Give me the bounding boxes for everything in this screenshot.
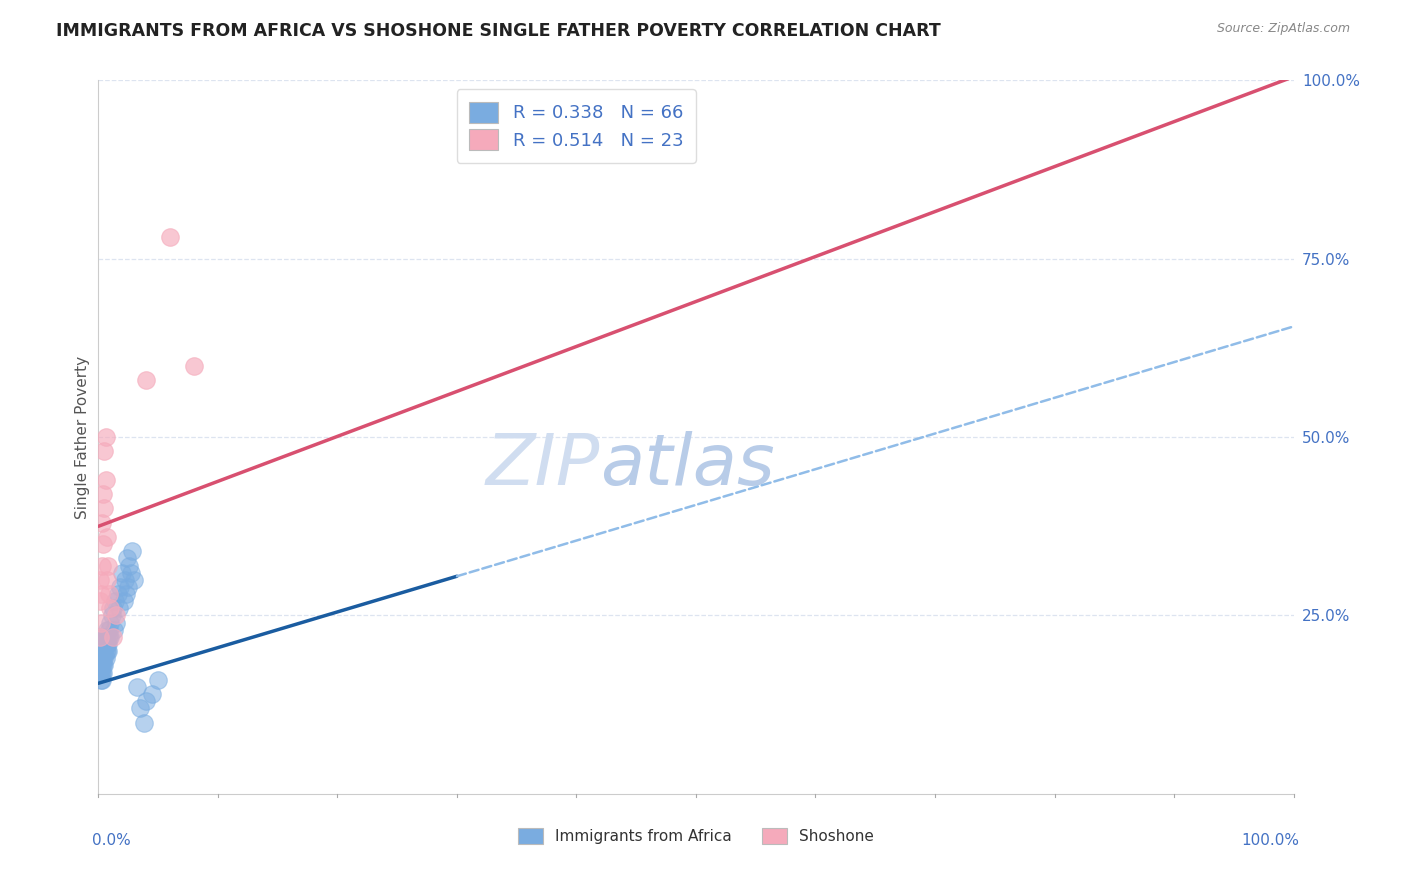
Point [93,444,115,458]
Point [90,665,112,680]
Point [100,608,122,623]
Point [124,573,146,587]
Point [107,601,129,615]
Point [94,637,117,651]
Point [121,544,143,558]
Point [101,630,124,644]
Point [89,651,111,665]
Point [120,566,142,580]
Y-axis label: Single Father Poverty: Single Father Poverty [75,356,90,518]
Point [96,623,118,637]
Point [98,615,122,630]
Point [91,487,114,501]
Point [91,651,114,665]
Point [90,651,112,665]
Point [135,373,157,387]
Point [97,558,120,573]
Point [98,630,121,644]
Point [89,573,111,587]
Text: Source: ZipAtlas.com: Source: ZipAtlas.com [1216,22,1350,36]
Point [91,665,114,680]
Point [98,587,121,601]
Point [91,673,114,687]
Point [91,644,114,658]
Text: IMMIGRANTS FROM AFRICA VS SHOSHONE SINGLE FATHER POVERTY CORRELATION CHART: IMMIGRANTS FROM AFRICA VS SHOSHONE SINGL… [56,22,941,40]
Point [89,637,111,651]
Point [93,651,115,665]
Point [91,537,114,551]
Point [125,680,148,694]
Point [117,580,139,594]
Legend: Immigrants from Africa, Shoshone: Immigrants from Africa, Shoshone [512,822,880,850]
Point [115,551,138,566]
Point [96,644,118,658]
Point [148,673,170,687]
Point [97,637,120,651]
Point [91,644,114,658]
Point [159,230,181,244]
Point [141,687,163,701]
Point [114,573,136,587]
Point [105,615,128,630]
Point [94,651,117,665]
Point [90,673,112,687]
Point [89,630,111,644]
Point [103,623,125,637]
Point [93,658,115,673]
Point [89,658,111,673]
Point [94,430,117,444]
Point [97,644,120,658]
Point [101,601,124,615]
Point [91,558,114,573]
Text: ZIP: ZIP [486,431,600,500]
Point [90,637,112,651]
Point [89,594,111,608]
Point [112,594,135,608]
Point [89,630,111,644]
Point [104,594,127,608]
Point [96,573,118,587]
Point [91,658,114,673]
Point [93,501,115,516]
Text: 0.0%: 0.0% [93,833,131,848]
Point [90,587,112,601]
Point [90,658,112,673]
Text: atlas: atlas [600,431,775,500]
Point [111,566,134,580]
Point [98,630,122,644]
Point [94,630,117,644]
Point [96,637,118,651]
Point [129,701,152,715]
Point [91,665,114,680]
Point [108,580,131,594]
Point [115,587,138,601]
Point [94,473,117,487]
Point [91,630,114,644]
Point [98,601,122,615]
Point [93,644,115,658]
Point [135,694,157,708]
Point [90,630,112,644]
Point [89,644,111,658]
Point [118,558,141,573]
Point [91,658,114,673]
Point [105,608,128,623]
Point [91,637,114,651]
Point [107,587,129,601]
Point [93,637,115,651]
Point [183,359,205,373]
Point [90,615,112,630]
Point [96,530,118,544]
Point [90,644,112,658]
Point [132,715,155,730]
Point [91,651,114,665]
Point [98,623,121,637]
Point [97,630,120,644]
Text: 100.0%: 100.0% [1241,833,1299,848]
Point [94,644,117,658]
Point [89,665,111,680]
Point [91,516,114,530]
